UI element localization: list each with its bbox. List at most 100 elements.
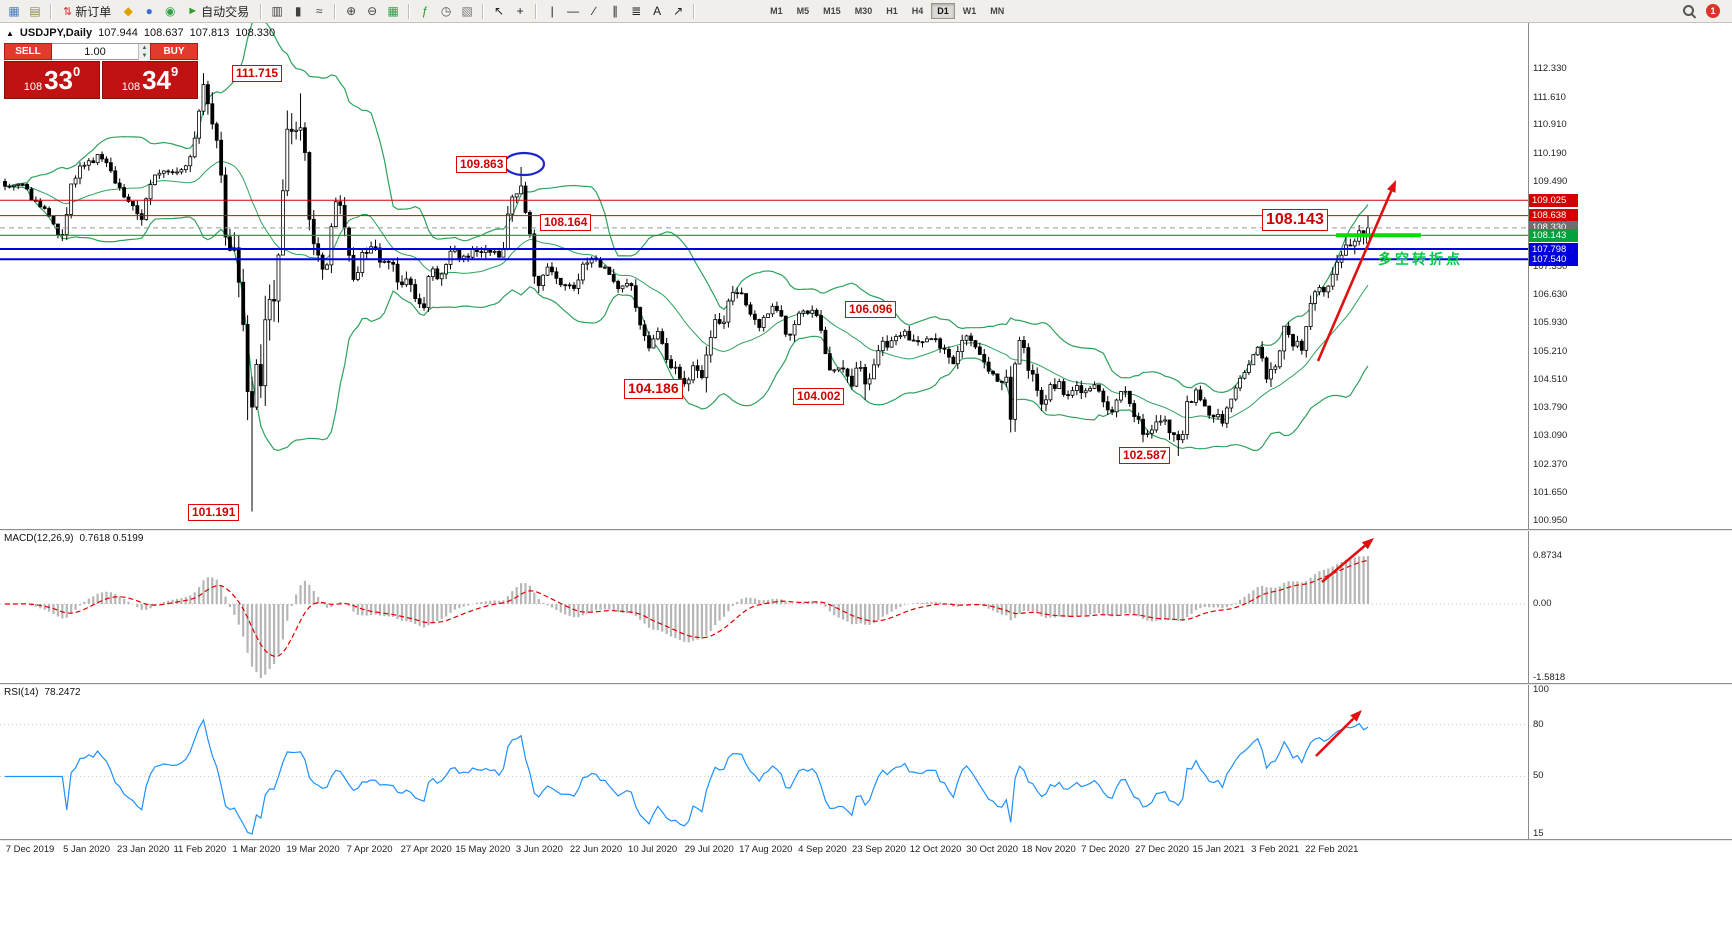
toolbar-separator [334,3,337,19]
tile-windows-icon[interactable]: ▦ [387,4,399,18]
bid-prefix: 108 [23,81,43,93]
templates-icon[interactable]: ▧ [461,4,473,18]
fibonacci-icon[interactable]: ≣ [631,4,642,18]
indicators-icon[interactable]: ƒ [421,4,429,18]
macd-label: MACD(12,26,9) 0.7618 0.5199 [4,533,143,544]
macd-values: 0.7618 0.5199 [79,533,144,544]
rsi-name: RSI(14) [4,687,39,698]
date-label: 15 May 2020 [455,844,511,855]
sell-button[interactable]: SELL [4,43,52,60]
chart-workspace: ▲ USDJPY,Daily 107.944 108.637 107.813 1… [0,23,1732,944]
date-label: 19 Mar 2020 [286,844,340,855]
horizontal-line-icon[interactable]: — [567,4,580,18]
ask-prefix: 108 [121,81,141,93]
date-label: 27 Dec 2020 [1135,844,1189,855]
metaeditor-icon[interactable]: ◆ [123,4,133,18]
trend-arrow[interactable] [1315,710,1362,757]
trend-arrow[interactable] [1321,538,1374,583]
ohlc-high: 108.637 [143,27,184,39]
bid-pip: 0 [73,64,81,79]
vertical-line-icon[interactable]: | [550,4,554,18]
date-label: 29 Jul 2020 [684,844,734,855]
autotrading-button-label: 自动交易 [201,4,250,19]
rsi-label: RSI(14) 78.2472 [4,687,81,698]
crosshair-icon[interactable]: + [516,4,524,18]
date-label: 7 Apr 2020 [346,844,393,855]
periods-icon[interactable]: ◷ [440,4,452,18]
spinner-down-icon[interactable]: ▼ [139,51,150,60]
one-click-trading-panel: SELL 1.00 ▲ ▼ BUY 108 33 0 108 34 9 [4,43,198,99]
channel-icon[interactable]: ∥ [612,4,619,18]
bar-chart-mode-icon[interactable]: ▥ [271,4,283,18]
ohlc-low: 107.813 [189,27,230,39]
trend-arrow[interactable] [1316,180,1396,362]
zoom-in-icon[interactable]: ⊕ [346,4,357,18]
line-chart-mode-icon[interactable]: ≈ [315,4,323,18]
profiles-icon[interactable]: ▤ [29,4,41,18]
timeframe-m1-button[interactable]: M1 [770,6,783,16]
date-label: 23 Jan 2020 [117,844,170,855]
search-icon[interactable] [1681,3,1697,19]
autotrading-button[interactable]: ► 自动交易 [181,2,255,20]
cursor-icon[interactable]: ↖ [494,4,505,18]
date-label: 3 Jun 2020 [515,844,563,855]
date-label: 23 Sep 2020 [852,844,906,855]
timeframe-d1-button[interactable]: D1 [931,3,955,19]
candlesticks [3,73,1370,512]
timeframe-m30-button[interactable]: M30 [854,6,873,16]
price-scale-border [1528,23,1529,840]
timeframe-m5-button[interactable]: M5 [796,6,810,16]
date-label: 30 Oct 2020 [966,844,1019,855]
ohlc-close: 108.330 [235,27,276,39]
ellipse-annotation[interactable] [502,151,546,177]
timeframe-h4-button[interactable]: H4 [911,6,924,16]
date-label: 10 Jul 2020 [628,844,678,855]
rsi-panel-canvas[interactable] [0,684,1732,839]
text-label-icon[interactable]: A [653,4,662,18]
buy-price-button[interactable]: 108 34 9 [102,61,198,99]
date-label: 11 Feb 2020 [173,844,227,855]
sell-price-button[interactable]: 108 33 0 [4,61,100,99]
arrows-tool-icon[interactable]: ↗ [673,4,684,18]
panel-separator[interactable] [0,839,1732,841]
date-label: 18 Nov 2020 [1021,844,1076,855]
toolbar-separator [482,3,485,19]
ask-pip: 9 [171,64,179,79]
date-label: 17 Aug 2020 [739,844,793,855]
ohlc-open: 107.944 [98,27,138,39]
spinner-up-icon[interactable]: ▲ [139,43,150,52]
volume-input[interactable]: 1.00 ▲ ▼ [52,43,150,60]
date-label: 22 Jun 2020 [569,844,623,855]
timeframe-mn-button[interactable]: MN [990,6,1005,16]
notification-badge[interactable]: 1 [1706,4,1720,18]
zoom-out-icon[interactable]: ⊖ [367,4,378,18]
chart-title: ▲ USDJPY,Daily 107.944 108.637 107.813 1… [6,27,275,39]
price-chart-canvas[interactable] [0,23,1732,529]
timeframe-w1-button[interactable]: W1 [962,6,977,16]
buy-button[interactable]: BUY [150,43,198,60]
bid-main: 33 [44,65,74,95]
toolbar-separator [50,3,52,19]
timeframe-h1-button[interactable]: H1 [886,6,898,16]
bollinger-bands [4,23,1369,452]
new-chart-icon[interactable]: ▦ [8,4,20,18]
candlestick-mode-icon[interactable]: ▮ [294,4,302,18]
volume-spinner[interactable]: ▲ ▼ [138,43,150,60]
timeframe-m15-button[interactable]: M15 [823,6,841,16]
new-order-icon: ⇅ [63,5,73,18]
date-label: 7 Dec 2020 [1081,844,1130,855]
date-label: 3 Feb 2021 [1251,844,1300,855]
macd-panel-canvas[interactable] [0,530,1732,683]
date-label: 5 Jan 2020 [63,844,111,855]
timeframe-toolbar: M1 M5 M15 M30 H1 H4 D1 W1 MN [764,3,1010,19]
new-order-button[interactable]: ⇅ 新订单 [57,2,117,20]
symbol-name: USDJPY,Daily [19,27,93,39]
toolbar-separator [693,3,696,19]
market-icon[interactable]: ◉ [164,4,176,18]
panel-separator[interactable] [0,683,1732,685]
date-label: 12 Oct 2020 [909,844,962,855]
data-window-icon[interactable]: ● [145,4,153,18]
panel-separator[interactable] [0,529,1732,531]
ask-main: 34 [142,65,172,95]
trendline-icon[interactable]: ∕ [593,4,596,18]
